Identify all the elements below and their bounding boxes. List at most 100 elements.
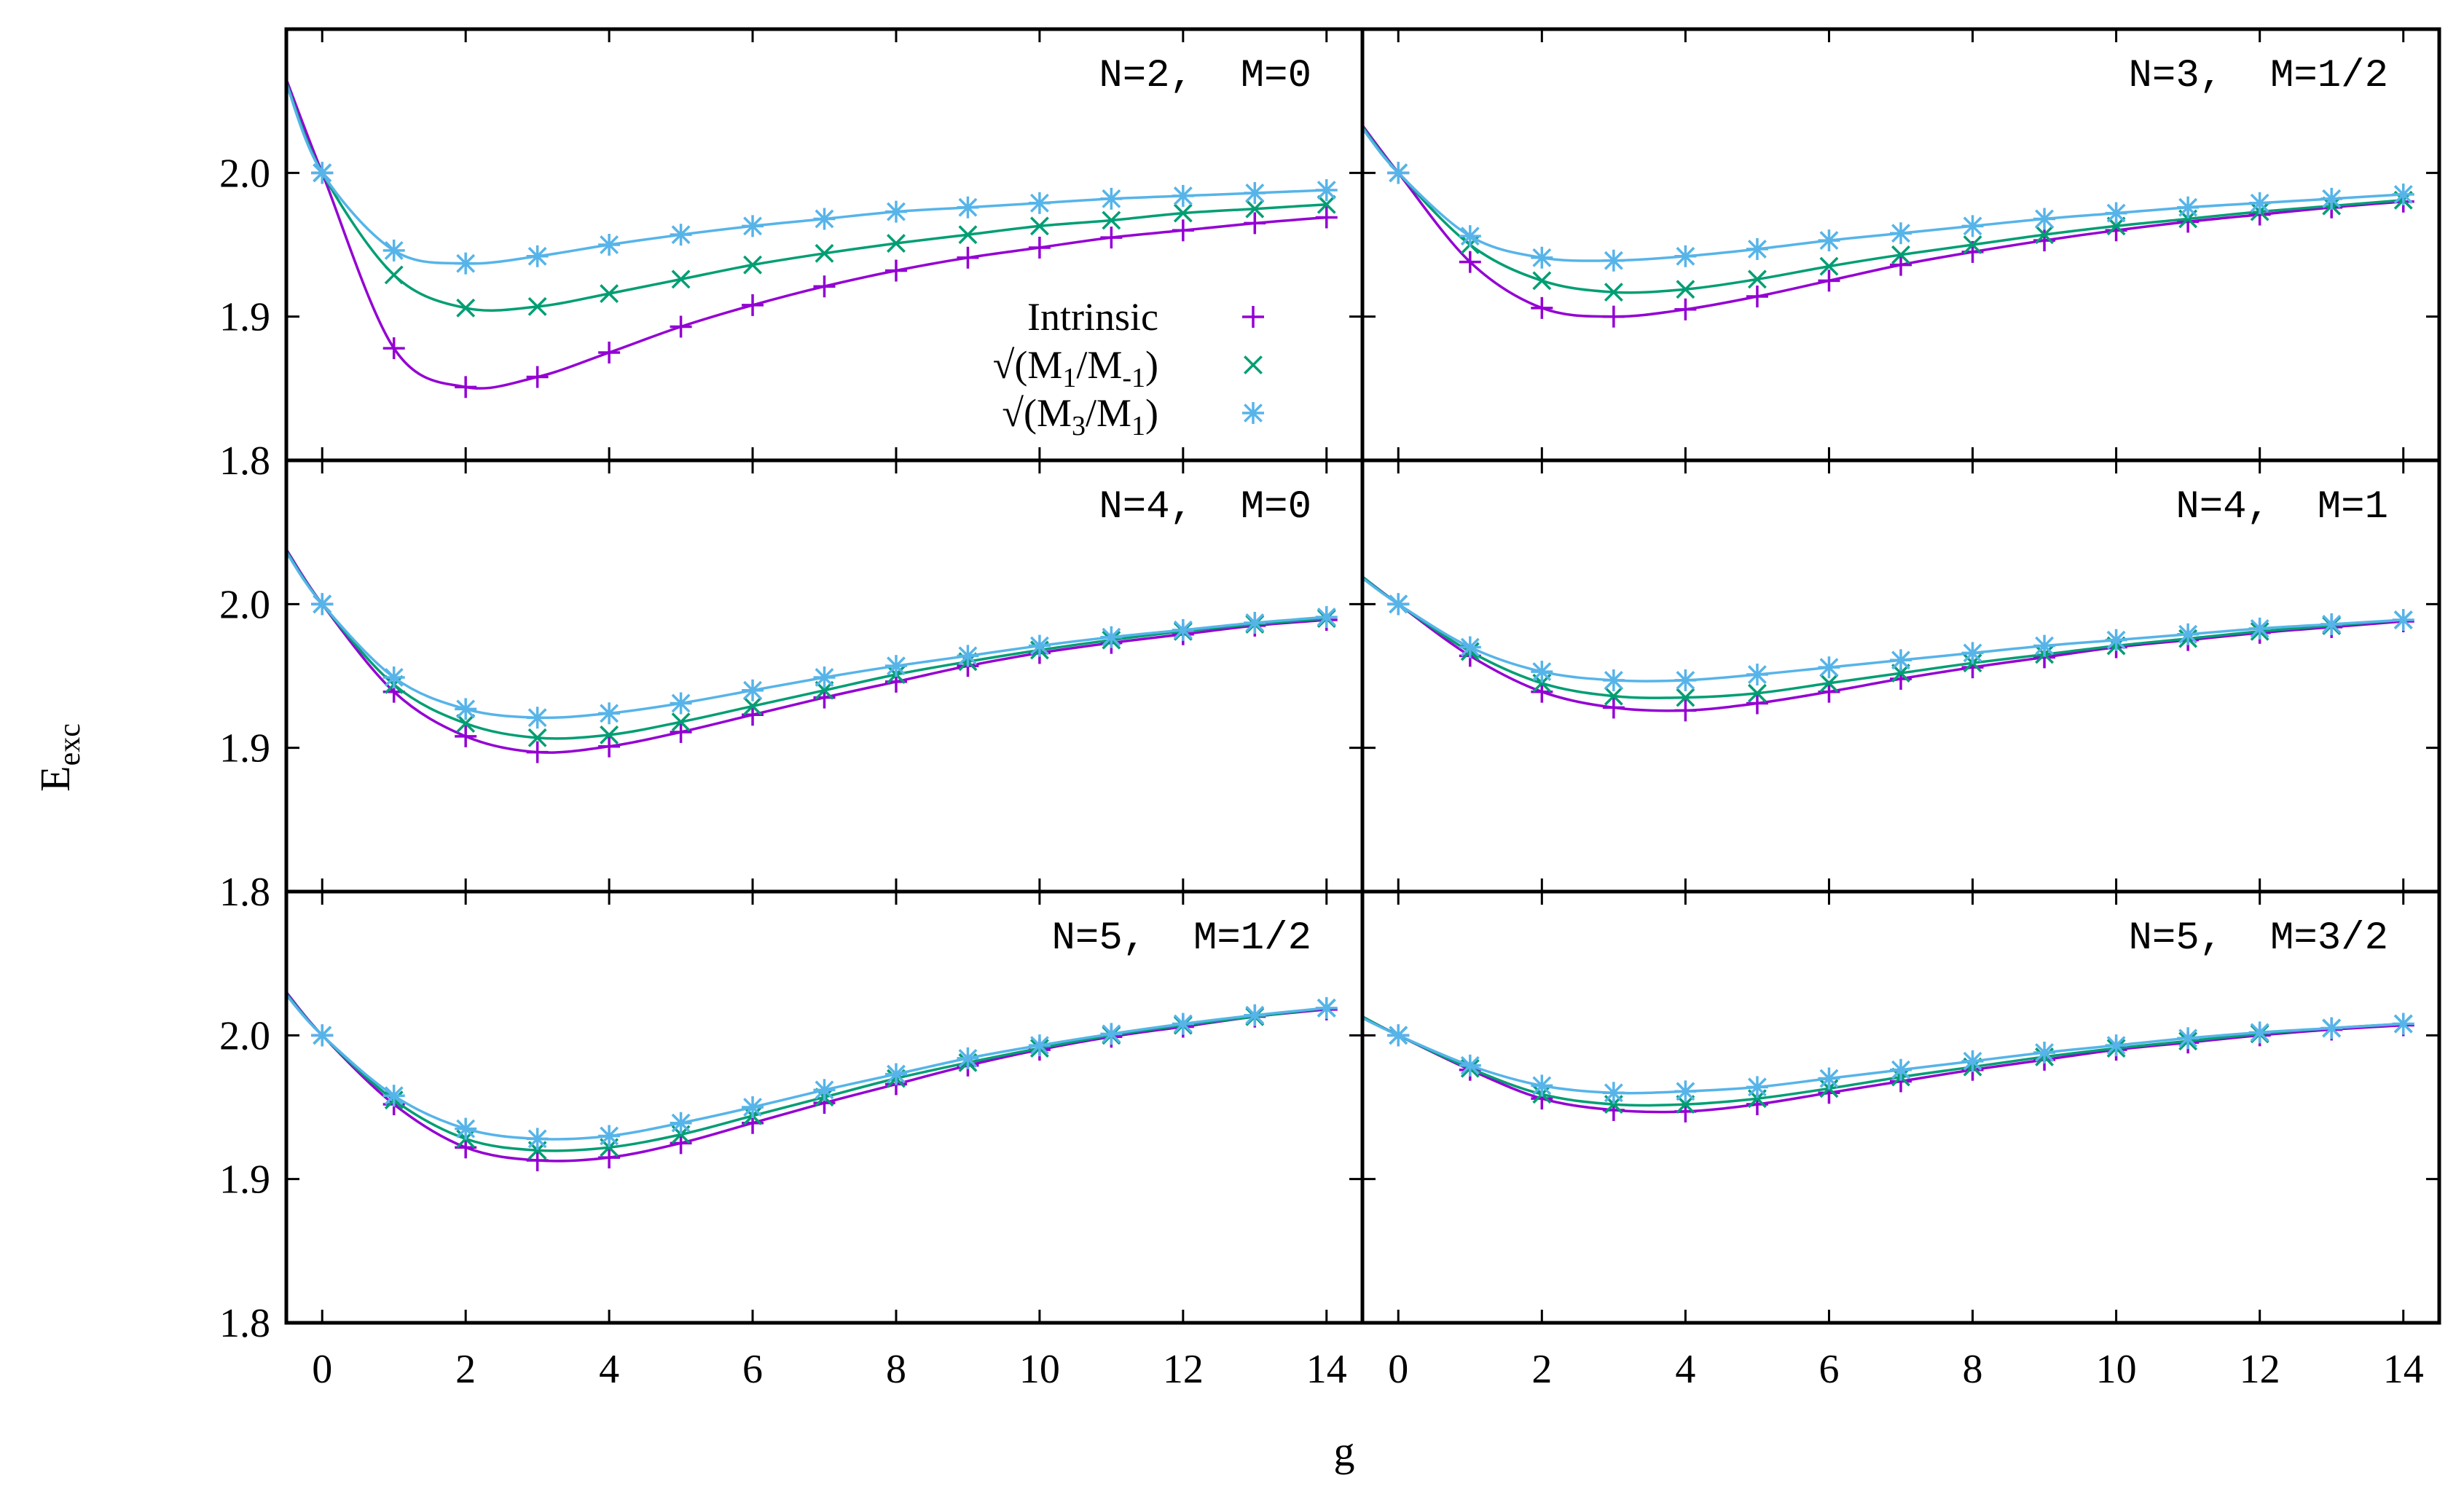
legend-marker-cross	[1244, 355, 1263, 374]
data-point-star	[2177, 623, 2200, 645]
data-point-star	[813, 666, 836, 688]
data-point-star	[526, 245, 549, 267]
data-point-star	[2105, 629, 2127, 651]
data-point-star	[382, 666, 405, 688]
data-point-cross	[527, 296, 547, 316]
panel-1: N=2, M=0 1.8 1.9 2.0	[219, 27, 1365, 484]
data-point-star	[1315, 996, 1338, 1019]
panel-3-data	[286, 548, 1338, 763]
data-point-star	[1459, 1054, 1481, 1077]
legend-entry-plus: Intrinsic	[1027, 295, 1264, 339]
data-point-plus	[1746, 286, 1768, 308]
data-point-plus	[455, 725, 477, 747]
panel-5-data	[286, 991, 1338, 1172]
data-point-star	[1961, 215, 1984, 237]
data-point-plus	[1531, 296, 1553, 319]
legend-marker-plus	[1242, 306, 1264, 328]
series-line-plus	[1362, 125, 2404, 318]
data-point-star	[1244, 181, 1266, 204]
data-point-star	[2248, 192, 2271, 214]
data-point-star	[2392, 1013, 2414, 1035]
data-point-star	[2392, 609, 2414, 632]
data-point-cross	[456, 714, 476, 734]
data-point-star	[311, 1024, 334, 1047]
data-point-star	[1531, 246, 1553, 269]
x-tick-label: 8	[886, 1347, 906, 1392]
data-point-star	[1100, 626, 1123, 648]
data-point-plus	[1100, 227, 1123, 249]
data-point-cross	[600, 725, 619, 744]
data-point-star	[2033, 634, 2056, 657]
legend-entry-star: √(M3/M1)	[1002, 391, 1264, 441]
data-point-plus	[526, 741, 549, 763]
axis-labels: g Eexc	[31, 723, 1355, 1475]
data-point-plus	[1890, 253, 1912, 276]
data-point-star	[2105, 202, 2127, 224]
data-point-cross	[1676, 688, 1695, 707]
data-point-star	[311, 593, 334, 616]
data-point-star	[2320, 613, 2343, 635]
data-point-star	[1746, 237, 1768, 260]
data-point-plus	[1602, 696, 1625, 719]
y-tick-label: 2.0	[219, 151, 270, 196]
series-line-plus	[286, 548, 1327, 754]
panel-2: N=3, M=1/2	[1360, 27, 2441, 463]
x-tick-label: 14	[2383, 1347, 2424, 1392]
panel-4-data	[1362, 575, 2414, 722]
series-line-star	[286, 994, 1327, 1141]
data-point-star	[455, 1117, 477, 1140]
data-point-star	[1315, 179, 1338, 202]
series-line-plus	[286, 991, 1327, 1163]
data-point-star	[1459, 636, 1481, 658]
data-point-plus	[957, 246, 979, 269]
data-point-cross	[1532, 271, 1552, 291]
legend-label: Intrinsic	[1027, 295, 1158, 339]
data-point-cross	[743, 696, 762, 716]
panel-6-frame	[1360, 889, 2441, 1325]
y-tick-label: 1.9	[219, 1157, 270, 1203]
data-point-star	[1028, 192, 1051, 214]
data-point-star	[455, 252, 477, 275]
data-point-star	[1746, 1076, 1768, 1098]
x-tick-label: 8	[1963, 1347, 1983, 1392]
data-point-star	[813, 208, 836, 230]
data-point-star	[957, 645, 979, 667]
data-point-cross	[958, 225, 978, 245]
data-point-star	[1890, 222, 1912, 245]
data-point-cross	[887, 234, 906, 253]
x-tick-label: 6	[742, 1347, 763, 1392]
series-line-plus	[286, 79, 1327, 390]
data-point-star	[1028, 634, 1051, 657]
data-point-star	[382, 1085, 405, 1107]
y-tick-label: 1.8	[219, 1301, 270, 1346]
data-point-plus	[1746, 692, 1768, 715]
data-point-star	[670, 692, 692, 715]
data-point-star	[2033, 208, 2056, 230]
data-point-star	[884, 1063, 907, 1085]
y-axis-label-main: E	[31, 766, 79, 791]
x-tick-label: 0	[1388, 1347, 1408, 1392]
data-point-star	[2392, 183, 2414, 205]
data-point-cross	[815, 243, 834, 263]
data-point-plus	[1244, 212, 1266, 235]
data-point-star	[311, 162, 334, 184]
data-point-star	[2320, 1017, 2343, 1039]
panel-2-label: N=3, M=1/2	[2129, 54, 2388, 98]
series-line-star	[1362, 577, 2404, 683]
data-point-star	[2033, 1042, 2056, 1064]
data-point-cross	[671, 712, 691, 732]
data-point-cross	[1317, 194, 1336, 214]
x-tick-label: 12	[1163, 1347, 1204, 1392]
data-point-star	[526, 1128, 549, 1150]
data-point-cross	[743, 255, 762, 275]
data-point-star	[1961, 642, 1984, 664]
data-point-star	[742, 215, 764, 237]
series-line-plus	[1362, 575, 2404, 712]
data-point-star	[1028, 1034, 1051, 1057]
legend-entry-cross: √(M1/M-1)	[993, 343, 1263, 393]
legend: Intrinsic√(M1/M-1)√(M3/M1)	[993, 295, 1264, 441]
y-tick-label: 2.0	[219, 1013, 270, 1058]
legend-label: √(M1/M-1)	[993, 343, 1158, 393]
data-point-star	[1818, 229, 1840, 252]
